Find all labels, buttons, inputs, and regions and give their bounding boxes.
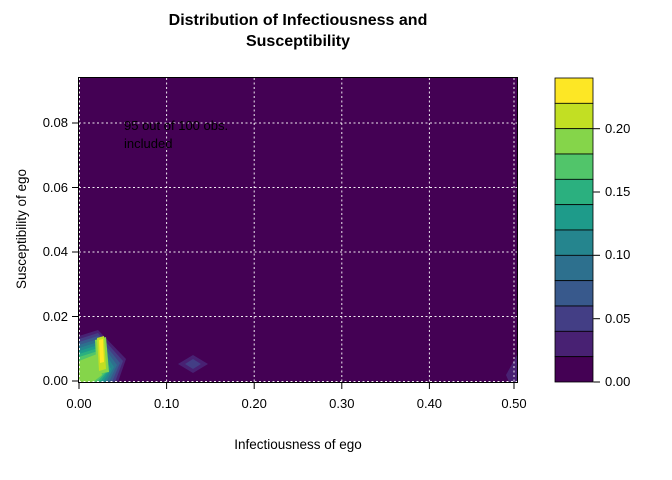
main-blob-peak-yellow — [99, 339, 104, 363]
y-tick-label-0.08: 0.08 — [42, 115, 68, 130]
chart-title-line1: Distribution of Infectiousness and — [168, 12, 428, 29]
colorbar-band-5 — [554, 229, 594, 256]
axis-ticks — [72, 122, 515, 389]
x-tick-label-0.00: 0.00 — [66, 396, 92, 411]
legend-tick-label-0.15: 0.15 — [605, 184, 631, 199]
x-tick-label-0.10: 0.10 — [153, 396, 180, 411]
colorbar-band-10 — [554, 102, 594, 130]
plot-background — [79, 78, 517, 382]
x-tick-label-0.20: 0.20 — [241, 396, 267, 411]
chart-title-line2: Susceptibility — [245, 33, 351, 50]
legend-tick-label-0.10: 0.10 — [605, 247, 631, 262]
x-tick-label-0.30: 0.30 — [329, 396, 355, 411]
colorbar-band-1 — [554, 330, 594, 358]
obs-annotation-line2: included — [124, 136, 173, 151]
plot-border — [78, 77, 518, 383]
colorbar-band-6 — [554, 204, 594, 231]
y-axis-label: Susceptibility of ego — [14, 168, 29, 290]
y-tick-label-0.02: 0.02 — [42, 308, 68, 324]
y-tick-label-0.04: 0.04 — [42, 244, 68, 259]
x-tick-label-0.50: 0.50 — [501, 396, 527, 411]
colorbar-band-9 — [554, 128, 594, 155]
colorbar-band-4 — [554, 254, 594, 282]
colorbar-band-11 — [554, 77, 594, 104]
density-bands — [79, 330, 517, 382]
colorbar-band-0 — [554, 356, 594, 383]
obs-annotation: 95 out of 100 obs. included — [124, 117, 228, 153]
legend-tick-label-0.05: 0.05 — [605, 311, 631, 326]
colorbar-band-8 — [554, 153, 594, 180]
gridlines — [79, 78, 517, 382]
y-tick-label-0.00: 0.00 — [42, 373, 68, 388]
x-tick-label-0.40: 0.40 — [416, 396, 443, 411]
y-tick-label-0.06: 0.06 — [42, 179, 68, 195]
colorbar — [554, 77, 594, 383]
colorbar-band-2 — [554, 305, 594, 332]
legend-tick-label-0.20: 0.20 — [605, 121, 631, 136]
x-axis-label: Infectiousness of ego — [234, 437, 362, 452]
colorbar-band-7 — [554, 178, 594, 206]
obs-annotation-line1: 95 out of 100 obs. — [124, 118, 229, 133]
secondary-blob-inner — [185, 359, 201, 369]
chart-title: Distribution of Infectiousness and Susce… — [79, 10, 517, 52]
colorbar-band-3 — [554, 280, 594, 307]
legend-tick-label-0.00: 0.00 — [605, 374, 631, 389]
colorbar-ticks — [593, 128, 600, 383]
